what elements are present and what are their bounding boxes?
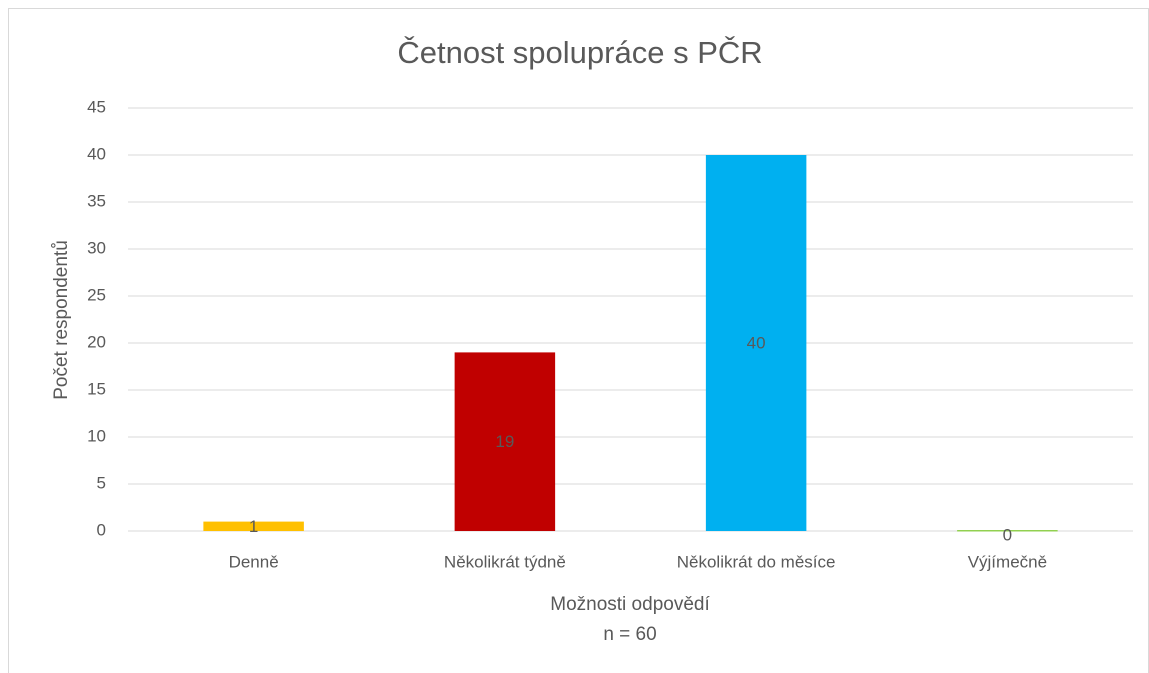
chart-title: Četnost spolupráce s PČR	[397, 35, 762, 70]
data-label: 1	[249, 517, 258, 536]
y-tick-label: 30	[87, 238, 106, 257]
y-tick-label: 15	[87, 379, 106, 398]
bar	[203, 521, 304, 531]
data-label: 0	[1003, 525, 1012, 544]
x-tick-label: Výjímečně	[968, 552, 1047, 571]
y-tick-label: 35	[87, 191, 106, 210]
y-tick-label: 40	[87, 144, 106, 163]
bar	[957, 530, 1058, 532]
chart-border	[8, 8, 1149, 673]
note: n = 60	[603, 624, 656, 645]
y-axis-title: Počet respondentů	[51, 240, 72, 400]
x-tick-label: Několikrát do měsíce	[677, 552, 836, 571]
x-tick-label: Denně	[229, 552, 279, 571]
data-label: 19	[495, 432, 514, 451]
bar	[454, 352, 556, 531]
y-tick-label: 25	[87, 285, 106, 304]
x-tick-label: Několikrát týdně	[444, 552, 566, 571]
y-tick-label: 45	[87, 97, 106, 116]
bar	[705, 155, 807, 531]
y-tick-label: 10	[87, 426, 106, 445]
y-tick-label: 0	[97, 520, 106, 539]
y-tick-label: 5	[97, 473, 106, 492]
data-label: 40	[747, 333, 766, 352]
x-axis-title: Možnosti odpovědí	[550, 594, 710, 615]
y-tick-label: 20	[87, 332, 106, 351]
